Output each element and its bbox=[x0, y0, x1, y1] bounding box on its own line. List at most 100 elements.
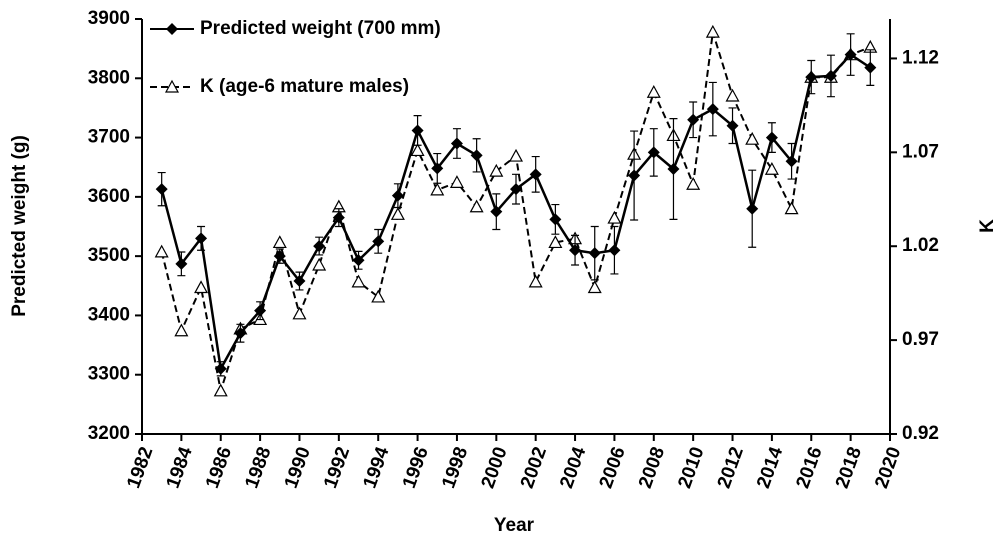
y-tick-label: 3200 bbox=[88, 423, 130, 444]
y-axis-title: Predicted weight (g) bbox=[9, 135, 30, 317]
point bbox=[371, 289, 386, 303]
y2-tick-label: 0.92 bbox=[902, 423, 939, 444]
point bbox=[234, 327, 247, 340]
point bbox=[351, 274, 366, 288]
x-tick-label: 2008 bbox=[635, 444, 669, 491]
y2-axis-title: K bbox=[977, 219, 998, 233]
point bbox=[312, 257, 327, 271]
point bbox=[647, 146, 660, 159]
point bbox=[508, 148, 524, 162]
point bbox=[292, 306, 307, 320]
point bbox=[431, 162, 444, 175]
point bbox=[293, 275, 306, 288]
point bbox=[490, 205, 503, 218]
x-tick-label: 1994 bbox=[359, 444, 393, 491]
point bbox=[607, 210, 622, 224]
point bbox=[449, 175, 464, 188]
x-tick-label: 2014 bbox=[753, 444, 787, 491]
point bbox=[548, 235, 563, 249]
point bbox=[646, 84, 661, 98]
point bbox=[745, 131, 760, 145]
y-tick-label: 3800 bbox=[88, 67, 130, 88]
point bbox=[154, 244, 169, 258]
y2-tick-label: 1.07 bbox=[902, 141, 939, 162]
x-tick-label: 1996 bbox=[399, 444, 433, 491]
point bbox=[469, 199, 484, 213]
y2-tick-label: 1.12 bbox=[902, 47, 939, 68]
point bbox=[864, 61, 877, 74]
point bbox=[687, 113, 700, 126]
point bbox=[746, 202, 759, 215]
point bbox=[450, 137, 463, 150]
point bbox=[391, 189, 404, 202]
x-tick-label: 2016 bbox=[792, 444, 826, 491]
x-tick-label: 2018 bbox=[832, 444, 866, 491]
x-tick-label: 2004 bbox=[556, 444, 590, 491]
weight-line bbox=[160, 52, 872, 373]
x-tick-label: 2010 bbox=[674, 444, 708, 491]
x-tick-label: 2000 bbox=[478, 444, 512, 491]
y2-tick-label: 0.97 bbox=[902, 329, 939, 350]
y2-tick-label: 1.02 bbox=[902, 235, 939, 256]
x-tick-label: 1998 bbox=[438, 444, 472, 491]
legend-label: Predicted weight (700 mm) bbox=[200, 18, 441, 39]
legend-label: K (age-6 mature males) bbox=[200, 76, 409, 97]
point bbox=[313, 240, 326, 253]
point bbox=[352, 254, 365, 267]
point bbox=[528, 274, 543, 288]
point bbox=[332, 211, 345, 224]
point bbox=[764, 161, 779, 175]
point bbox=[529, 168, 542, 181]
point bbox=[765, 131, 778, 144]
point bbox=[824, 69, 837, 82]
point bbox=[272, 235, 287, 249]
x-tick-label: 2006 bbox=[596, 444, 630, 491]
x-tick-label: 1982 bbox=[123, 444, 157, 491]
legend-marker bbox=[166, 23, 178, 35]
point bbox=[510, 183, 522, 196]
point bbox=[195, 232, 208, 245]
point bbox=[726, 119, 739, 132]
point bbox=[608, 244, 621, 257]
point bbox=[805, 71, 818, 84]
point bbox=[254, 304, 267, 317]
x-tick-label: 2020 bbox=[871, 444, 905, 491]
x-tick-label: 1988 bbox=[241, 444, 275, 491]
point bbox=[470, 149, 483, 162]
legend-marker bbox=[164, 79, 180, 93]
point bbox=[155, 183, 168, 196]
x-axis-title: Year bbox=[494, 515, 535, 536]
point bbox=[588, 247, 601, 260]
point bbox=[410, 143, 425, 157]
point bbox=[213, 383, 228, 397]
point bbox=[587, 280, 602, 294]
point bbox=[725, 88, 740, 102]
point bbox=[705, 24, 720, 38]
point bbox=[785, 155, 798, 168]
point bbox=[214, 362, 227, 375]
point bbox=[411, 124, 424, 137]
x-tick-label: 1984 bbox=[163, 444, 197, 491]
point bbox=[372, 235, 385, 248]
y-tick-label: 3300 bbox=[88, 364, 130, 385]
point bbox=[784, 201, 799, 215]
point bbox=[844, 48, 857, 61]
point bbox=[174, 323, 189, 337]
y-tick-label: 3900 bbox=[88, 8, 130, 29]
point bbox=[430, 182, 445, 196]
point bbox=[569, 244, 582, 257]
point bbox=[549, 213, 562, 226]
y-tick-label: 3600 bbox=[88, 186, 130, 207]
x-tick-label: 2002 bbox=[517, 444, 551, 491]
point bbox=[706, 103, 719, 116]
point bbox=[390, 207, 405, 220]
x-tick-label: 1986 bbox=[202, 444, 236, 491]
x-tick-label: 2012 bbox=[714, 444, 748, 491]
x-tick-label: 1990 bbox=[281, 444, 315, 491]
point bbox=[628, 169, 641, 182]
y-tick-label: 3400 bbox=[88, 304, 130, 325]
point bbox=[175, 257, 188, 270]
point bbox=[273, 250, 286, 263]
y-tick-label: 3700 bbox=[88, 127, 130, 148]
